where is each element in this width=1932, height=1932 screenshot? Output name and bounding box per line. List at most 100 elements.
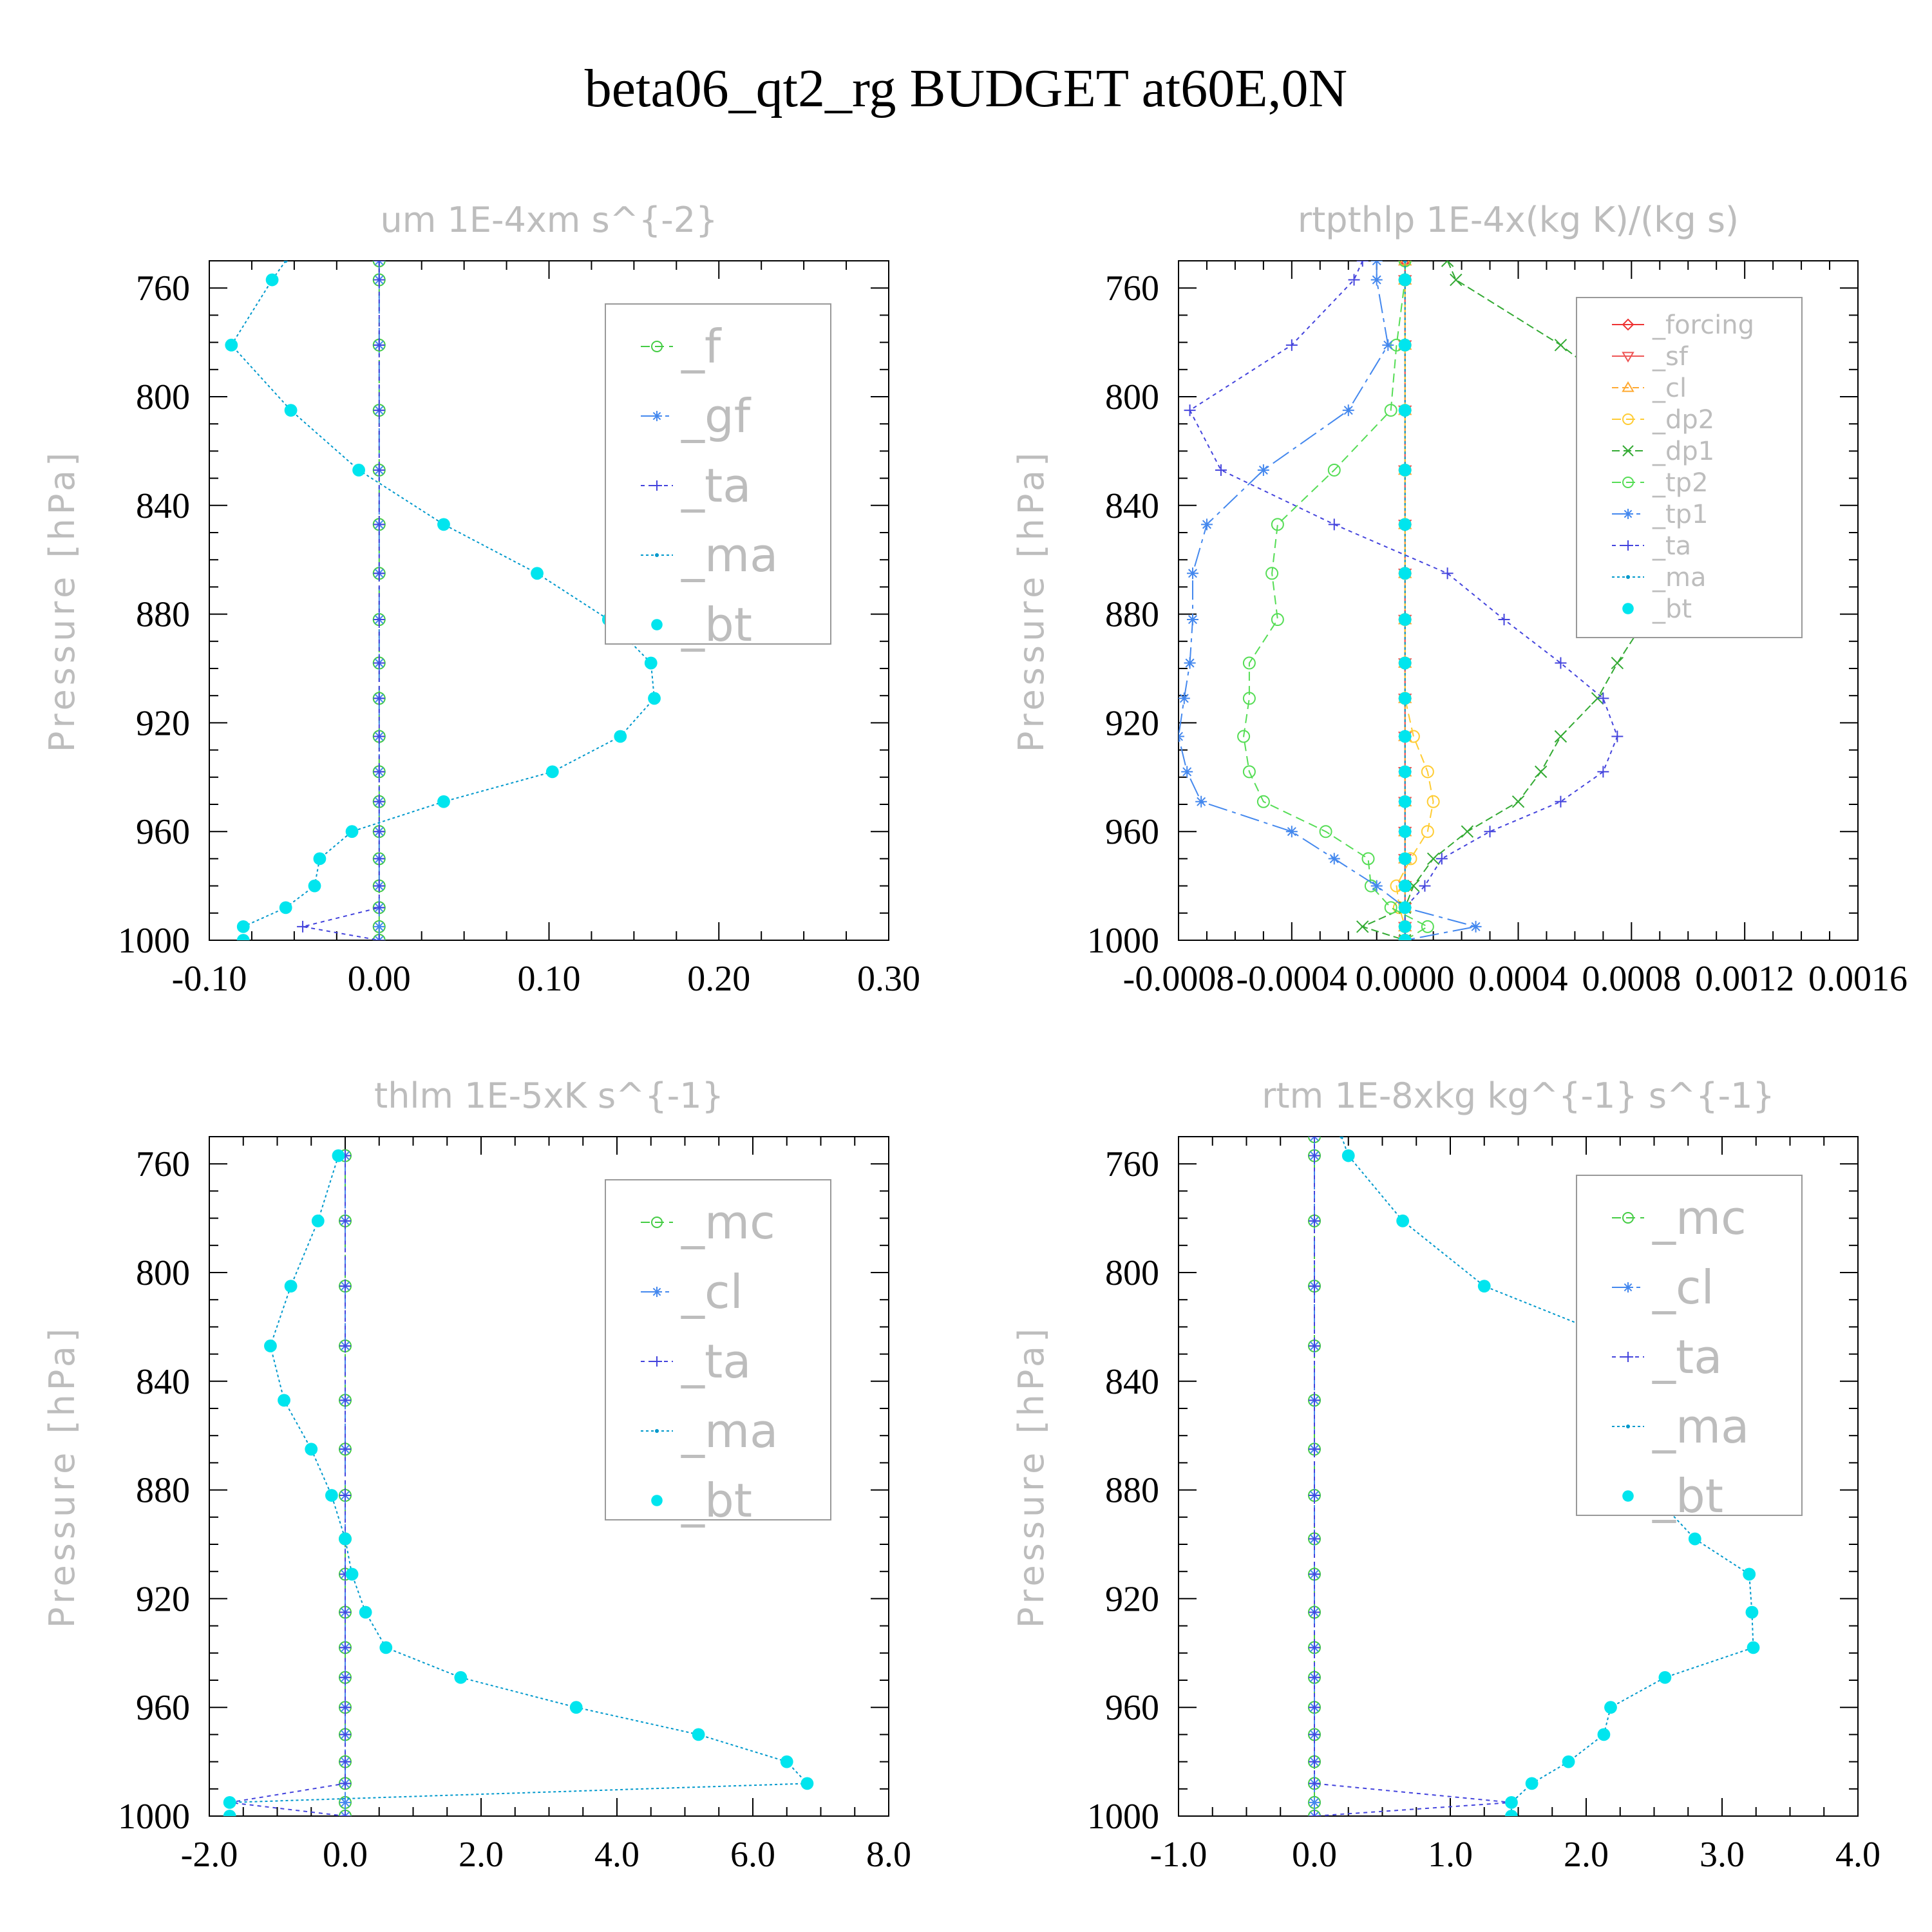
point-ta	[1309, 1394, 1320, 1406]
point-ta	[373, 902, 385, 914]
point-ta	[373, 339, 385, 351]
point-ta	[373, 853, 385, 865]
point-bt	[644, 656, 658, 670]
legend-label-dp2: _dp2	[1652, 405, 1714, 435]
legend-label-ma: _ma	[1652, 1399, 1749, 1454]
point-bt	[308, 879, 321, 893]
point-bt	[1398, 692, 1412, 705]
legend-box	[605, 303, 831, 645]
y-tick-label: 920	[136, 703, 190, 743]
point-ta	[373, 614, 385, 626]
legend-label-bt: _bt	[1652, 1469, 1723, 1523]
x-tick-label: 0.0	[1292, 1835, 1337, 1875]
legend-label-ma: _ma	[681, 528, 778, 582]
point-bt	[531, 567, 544, 580]
point-dp1	[1534, 765, 1548, 779]
y-tick-label: 960	[136, 1688, 190, 1728]
point-bt	[1396, 1214, 1410, 1227]
point-tp1	[1200, 518, 1213, 531]
point-ta	[1555, 657, 1567, 669]
x-tick-label: 0.30	[857, 959, 920, 999]
point-ta	[373, 934, 385, 940]
legend-label-ma: _ma	[681, 1404, 778, 1458]
series-line-ma	[231, 261, 656, 940]
x-tick-label: 0.0004	[1469, 959, 1568, 999]
point-ta	[1309, 1215, 1320, 1227]
legend-marker-bt	[651, 1495, 663, 1506]
point-bt	[284, 1280, 298, 1293]
legend-box	[1576, 297, 1803, 638]
point-ta	[1597, 766, 1609, 778]
legend-label-bt: _bt	[681, 1473, 752, 1528]
point-ta	[1328, 518, 1340, 531]
point-bt	[800, 1777, 814, 1790]
x-tick-label: 0.0000	[1356, 959, 1455, 999]
point-dp2	[1421, 765, 1434, 779]
legend-label-bt: _bt	[681, 598, 752, 652]
series-line-tp1	[1179, 261, 1476, 940]
point-ta	[373, 657, 385, 669]
point-ta	[1356, 261, 1368, 267]
legend-marker-bt	[651, 619, 663, 630]
point-bt	[379, 1641, 393, 1654]
point-ta	[1309, 1777, 1320, 1790]
x-tick-label: 2.0	[1564, 1835, 1609, 1875]
y-axis-label: Pressure [hPa]	[1011, 1325, 1052, 1628]
point-ta	[297, 920, 309, 933]
legend: _mc _cl _ta _ma _bt	[1576, 1175, 1803, 1523]
y-tick-label: 920	[136, 1579, 190, 1619]
series-line-tp2	[1243, 261, 1429, 940]
point-dp2	[1426, 795, 1440, 808]
point-ta	[1309, 1280, 1320, 1293]
point-ta	[1309, 1443, 1320, 1455]
legend-marker-bt	[1622, 603, 1634, 614]
point-dp1	[1356, 920, 1369, 933]
point-cl	[339, 1796, 351, 1808]
legend-label-f: _f	[681, 319, 722, 374]
point-bt	[264, 1340, 277, 1352]
point-bt	[332, 1149, 345, 1162]
y-tick-label: 800	[136, 1253, 190, 1293]
point-dp1	[1426, 852, 1440, 866]
point-bt	[1658, 1671, 1672, 1684]
point-ta	[1215, 464, 1227, 476]
point-ta	[1484, 826, 1496, 838]
point-bt	[223, 1796, 236, 1809]
legend-marker-ta	[1623, 540, 1633, 551]
point-bt	[437, 795, 450, 808]
point-bt	[1341, 1149, 1355, 1162]
x-tick-label: -0.10	[172, 959, 247, 999]
x-tick-label: 4.0	[1835, 1835, 1880, 1875]
point-tp1	[1342, 404, 1354, 417]
legend-marker-ma	[1626, 575, 1630, 579]
point-bt	[225, 338, 238, 352]
point-tp2	[1361, 852, 1375, 866]
point-ta	[373, 404, 385, 417]
point-tp1	[1370, 880, 1383, 892]
point-ta	[1285, 339, 1298, 351]
point-bt	[359, 1605, 372, 1619]
point-ta	[1498, 614, 1510, 626]
legend-marker-mc	[1622, 1212, 1634, 1224]
point-ta	[373, 826, 385, 838]
point-ta	[1309, 1642, 1320, 1654]
y-tick-label: 800	[1105, 1253, 1159, 1293]
point-ta	[339, 1701, 351, 1714]
legend-marker-dp1	[1622, 445, 1634, 457]
point-tp1	[1370, 261, 1383, 267]
figure-title: beta06_qt2_rg BUDGET at60E,0N	[585, 59, 1347, 118]
point-bt	[545, 765, 559, 779]
point-ta	[373, 692, 385, 705]
point-ta	[1555, 795, 1567, 808]
point-bt	[1398, 934, 1412, 940]
point-tp1	[1370, 274, 1383, 286]
point-bt	[1398, 613, 1412, 626]
point-ma	[283, 261, 288, 263]
x-tick-label: 0.20	[687, 959, 750, 999]
panel-title: um 1E-4xm s^{-2}	[381, 200, 718, 240]
point-sf	[1401, 261, 1410, 268]
x-tick-label: 2.0	[459, 1835, 504, 1875]
x-tick-label: 0.0012	[1695, 959, 1794, 999]
panel-title: thlm 1E-5xK s^{-1}	[374, 1075, 724, 1116]
legend-label-cl: _cl	[1652, 374, 1687, 403]
